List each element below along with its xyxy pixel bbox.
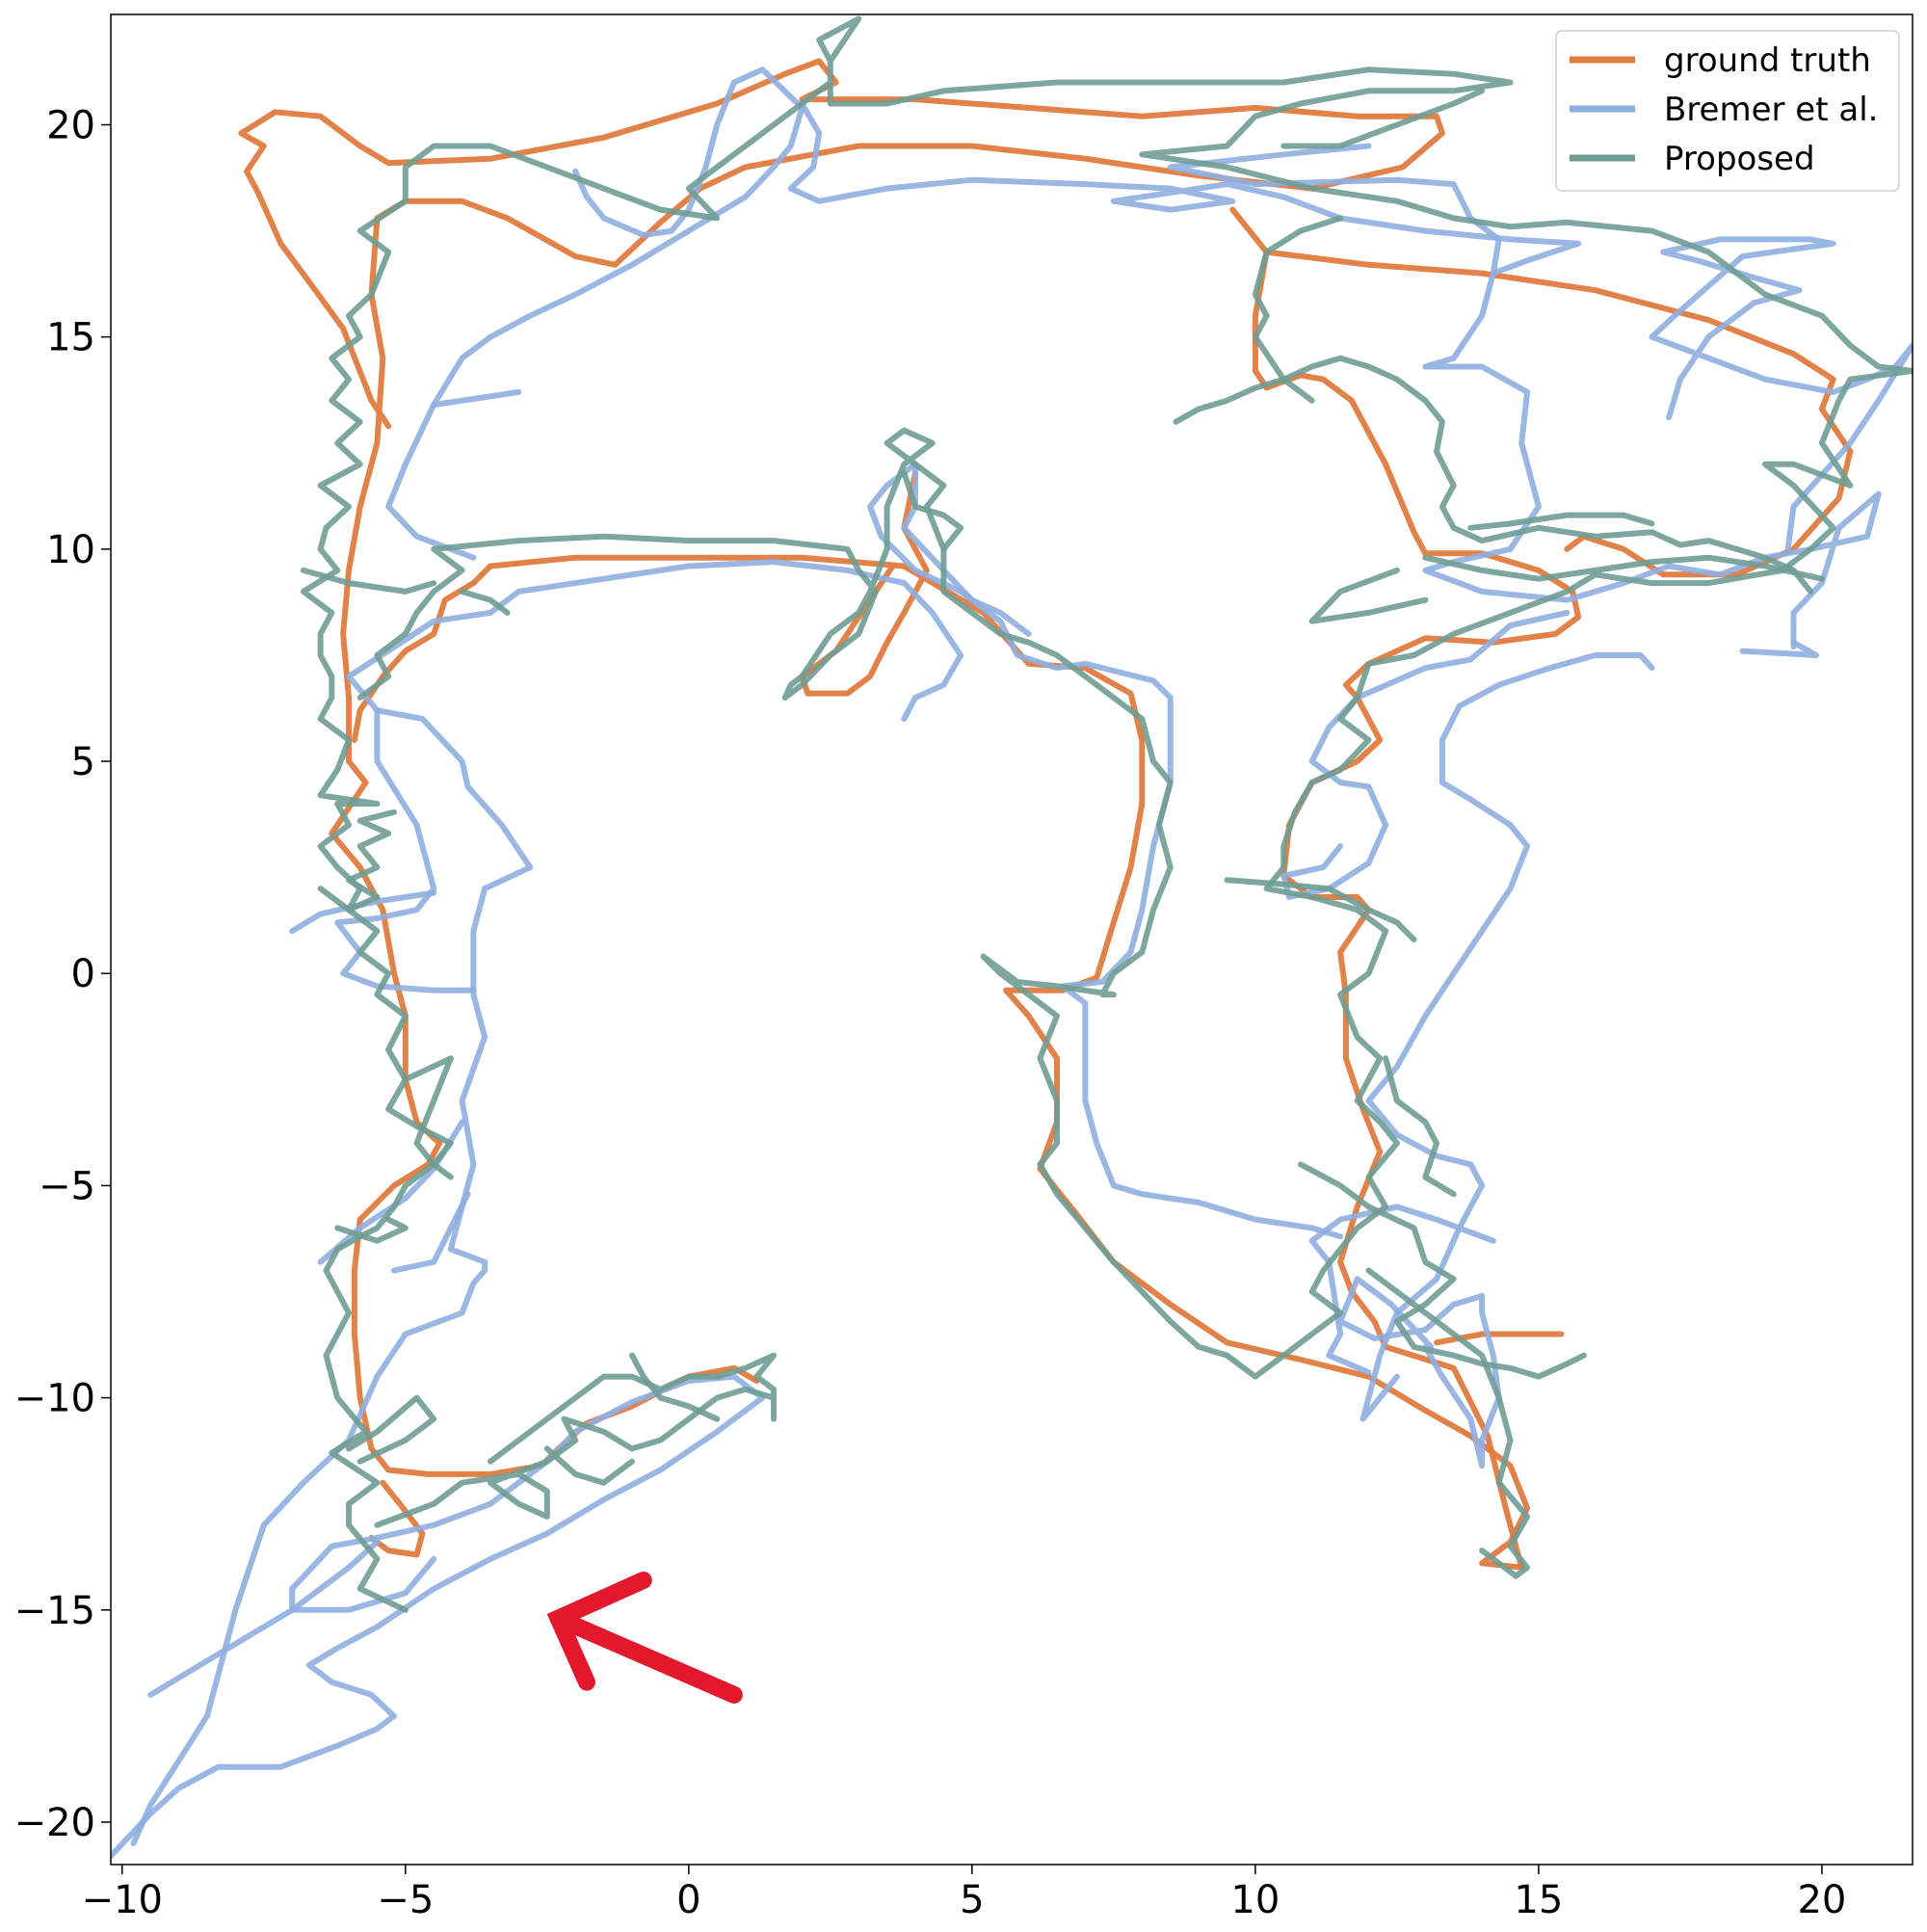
series-line-segment <box>334 707 477 993</box>
y-tick-label: −5 <box>39 1164 95 1208</box>
series-line-segment <box>867 461 1344 1240</box>
y-axis: −20 −15 −10 −5 0 5 10 15 20 <box>14 103 111 1845</box>
series-line-segment <box>459 588 511 616</box>
y-tick-label: −20 <box>14 1801 95 1845</box>
legend-label: Proposed <box>1664 140 1815 178</box>
series-line-segment <box>374 1352 777 1528</box>
series-line-segment <box>1308 567 1429 624</box>
series-line-segment <box>130 559 964 1846</box>
series-line-segment <box>402 1055 454 1180</box>
x-tick-label: 0 <box>676 1878 700 1922</box>
annotation-layer <box>546 1571 743 1704</box>
series-line-segment <box>1224 877 1417 942</box>
y-tick-label: 10 <box>46 528 95 572</box>
y-tick-label: 20 <box>46 103 95 147</box>
series-line-segment <box>431 66 805 409</box>
y-tick-label: 5 <box>71 740 95 784</box>
series-line-segment <box>1297 1161 1587 1380</box>
x-axis: −10 −5 0 5 10 15 20 <box>82 1865 1846 1922</box>
series-line-segment <box>317 808 397 913</box>
x-tick-label: 15 <box>1514 1878 1563 1922</box>
legend-label: ground truth <box>1664 41 1871 80</box>
series-line-segment <box>787 100 1582 277</box>
plot-frame <box>110 13 1914 1866</box>
series-line-segment <box>351 580 477 743</box>
legend-item: Proposed <box>1570 140 1815 178</box>
series-line-segment <box>1308 1204 1496 1376</box>
series-line-segment <box>1649 236 1913 552</box>
arrow-shaft <box>549 1609 743 1704</box>
series-line-segment <box>1422 554 1825 582</box>
legend-item: Bremer et al. <box>1570 91 1878 129</box>
x-tick-label: −10 <box>82 1878 163 1922</box>
series-line-segment <box>543 1445 635 1486</box>
series-line-segment <box>147 1539 381 1698</box>
series-line-segment <box>1229 206 1854 1571</box>
series-line-segment <box>346 1394 437 1465</box>
series-line-segment <box>1467 512 1655 531</box>
series-proposed <box>300 15 1913 1613</box>
series-line-segment <box>391 1191 471 1274</box>
series-line-segment <box>1739 639 1819 658</box>
series-line-segment <box>431 388 522 409</box>
legend: ground truth Bremer et al. Proposed <box>1555 30 1900 192</box>
x-tick-label: 20 <box>1797 1878 1846 1922</box>
arrow-head <box>546 1571 652 1691</box>
legend-label: Bremer et al. <box>1664 91 1878 129</box>
x-tick-label: −5 <box>377 1878 434 1922</box>
series-line-segment <box>334 1216 409 1244</box>
series-line-segment <box>1365 1267 1531 1579</box>
series-line-segment <box>470 554 1531 1571</box>
series-line-segment <box>1359 652 1655 1422</box>
series-line-segment <box>1252 215 1344 404</box>
series-line-segment <box>385 402 477 561</box>
y-tick-label: −15 <box>14 1589 95 1633</box>
y-tick-label: 0 <box>71 952 95 996</box>
series-layer <box>111 15 1913 1860</box>
series-line-segment <box>629 1352 721 1422</box>
series-line-segment <box>368 1479 426 1558</box>
series-line-segment <box>1383 1055 1457 1198</box>
y-tick-label: −10 <box>14 1377 95 1421</box>
series-line-segment <box>300 567 437 595</box>
series-line-segment <box>1167 143 1882 650</box>
legend-box <box>1555 30 1900 192</box>
series-line-segment <box>1280 88 1486 149</box>
x-tick-label: 5 <box>960 1878 984 1922</box>
series-line-segment <box>300 15 1913 1613</box>
legend-item: ground truth <box>1570 41 1871 80</box>
series-bremer-et-al- <box>111 66 1913 1860</box>
x-tick-label: 10 <box>1230 1878 1280 1922</box>
series-line-segment <box>1434 1331 1565 1346</box>
series-ground-truth <box>238 58 1854 1571</box>
series-line-segment <box>238 58 1445 1477</box>
series-line-segment <box>901 469 964 552</box>
y-tick-label: 15 <box>46 316 95 360</box>
series-line-segment <box>111 1373 766 1860</box>
series-line-segment <box>1337 1276 1502 1469</box>
